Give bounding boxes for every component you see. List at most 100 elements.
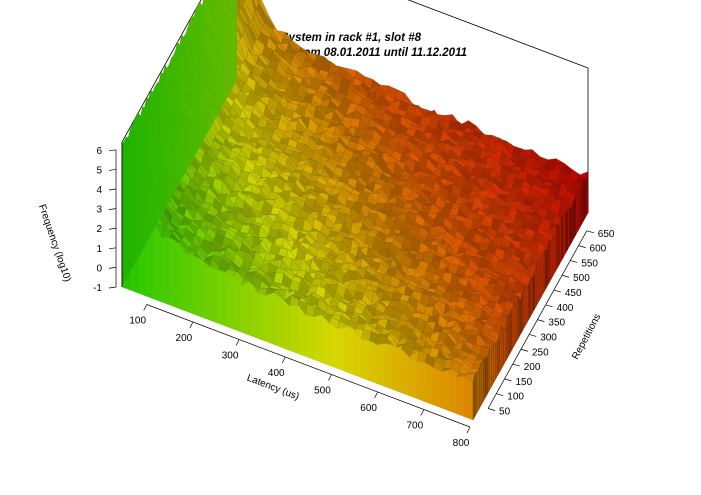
surface-facet xyxy=(257,0,261,3)
z-tick-label: 5 xyxy=(96,165,102,176)
surface-skirt-left xyxy=(212,0,215,125)
surface-skirt-left xyxy=(175,42,178,191)
surface-skirt-left xyxy=(189,16,192,165)
y-tick-label: 350 xyxy=(548,318,565,329)
surface-skirt-right xyxy=(528,278,531,321)
x-tick xyxy=(281,356,286,364)
box-edge xyxy=(121,0,202,143)
surface-skirt-left xyxy=(146,97,149,243)
surface-skirt-right xyxy=(513,303,517,347)
surface-skirt-left xyxy=(183,33,186,177)
surface-skirt-right xyxy=(544,249,548,291)
surface-skirt-front xyxy=(456,376,466,418)
surface-skirt-right xyxy=(495,341,498,380)
y-tick-label: 250 xyxy=(532,347,549,358)
surface-skirt-front xyxy=(201,258,210,321)
surface-skirt-right xyxy=(485,356,488,399)
surface-skirt-right xyxy=(548,240,552,284)
surface-skirt-right xyxy=(542,249,546,295)
surface-skirt-left xyxy=(173,50,176,195)
y-tick xyxy=(561,274,570,278)
surface-skirt-right xyxy=(499,325,502,373)
surface-skirt-left xyxy=(191,16,194,162)
z-tick xyxy=(108,188,117,191)
y-tick xyxy=(586,230,594,234)
surface-skirt-left xyxy=(228,0,231,95)
x-tick-label: 400 xyxy=(268,368,285,379)
x-tick-label: 800 xyxy=(453,438,470,449)
x-tick xyxy=(466,426,471,434)
surface-skirt-right xyxy=(569,207,572,247)
surface-skirt-front xyxy=(305,314,314,360)
surface-skirt-left xyxy=(198,1,200,151)
surface-skirt-front xyxy=(217,269,226,327)
surface-skirt-front xyxy=(161,237,170,306)
surface-skirt-left xyxy=(208,0,211,132)
y-tick-label: 300 xyxy=(540,332,557,343)
surface-skirt-right xyxy=(577,191,580,233)
surface-skirt-left xyxy=(224,0,227,103)
z-tick-label: 0 xyxy=(96,263,102,274)
z-tick xyxy=(108,149,117,152)
surface-skirt-left xyxy=(185,27,188,173)
surface-skirt-left xyxy=(218,0,221,114)
surface-skirt-left xyxy=(163,65,166,214)
surface-skirt-left xyxy=(150,90,153,236)
surface-skirt-front xyxy=(385,343,394,390)
surface-skirt-front xyxy=(401,348,410,396)
surface-skirt-front xyxy=(169,237,178,309)
surface-skirt-front xyxy=(257,292,266,342)
x-tick xyxy=(189,321,194,329)
surface-skirt-right xyxy=(507,313,511,358)
surface-skirt-front xyxy=(241,281,250,336)
surface-skirt-right xyxy=(536,259,539,306)
surface-skirt-left xyxy=(230,0,233,92)
y-tick-label: 200 xyxy=(524,362,541,373)
surface-skirt-right xyxy=(561,218,564,262)
x-tick-label: 200 xyxy=(176,333,193,344)
z-tick xyxy=(108,286,117,289)
y-tick-label: 450 xyxy=(565,288,582,299)
y-tick xyxy=(529,334,537,337)
surface-skirt-right xyxy=(524,285,527,329)
z-tick-label: 3 xyxy=(96,205,102,216)
surface-skirt-right xyxy=(552,235,556,276)
surface-skirt-left xyxy=(165,65,168,210)
surface-skirt-left xyxy=(195,5,198,154)
surface-skirt-left xyxy=(204,0,207,140)
surface-skirt-left xyxy=(232,0,235,88)
surface-skirt-right xyxy=(565,209,568,255)
x-tick-label: 300 xyxy=(222,351,239,362)
surface-skirt-left xyxy=(226,0,229,99)
surface-skirt-left xyxy=(171,55,174,199)
y-tick xyxy=(504,378,512,382)
surface-skirt-front xyxy=(185,253,194,315)
y-axis: 50 100 150 200 250 300 350 400 450 500 550 600 650 xyxy=(487,229,615,417)
box-edge xyxy=(407,0,589,69)
surface-skirt-right xyxy=(472,374,476,421)
surface-skirt-front xyxy=(233,276,242,333)
surface-skirt-front xyxy=(361,338,370,381)
surface-skirt-right xyxy=(476,367,480,414)
y-tick xyxy=(553,289,561,293)
z-tick xyxy=(108,247,117,250)
surface-skirt-front xyxy=(225,271,234,330)
surface-skirt-left xyxy=(206,0,209,136)
surface-skirt-left xyxy=(144,97,147,247)
surface-skirt-right xyxy=(491,344,494,387)
x-axis: 100 200 300 400 500 600 700 800 xyxy=(129,304,471,449)
surface-skirt-left xyxy=(181,34,184,180)
surface-skirt-right xyxy=(540,254,543,299)
surface-skirt-right xyxy=(493,343,496,384)
surface-skirt-front xyxy=(289,304,298,354)
surface-skirt-right xyxy=(503,325,507,366)
surface-skirt-left xyxy=(132,119,135,269)
y-tick xyxy=(496,393,504,397)
surface-skirt-left xyxy=(193,8,196,158)
surface-skirt-right xyxy=(538,257,541,303)
y-tick xyxy=(578,245,586,248)
z-tick-label: 4 xyxy=(96,185,102,196)
y-axis-label: Repetitions xyxy=(570,312,603,361)
x-tick xyxy=(328,374,332,381)
z-tick xyxy=(108,169,117,171)
